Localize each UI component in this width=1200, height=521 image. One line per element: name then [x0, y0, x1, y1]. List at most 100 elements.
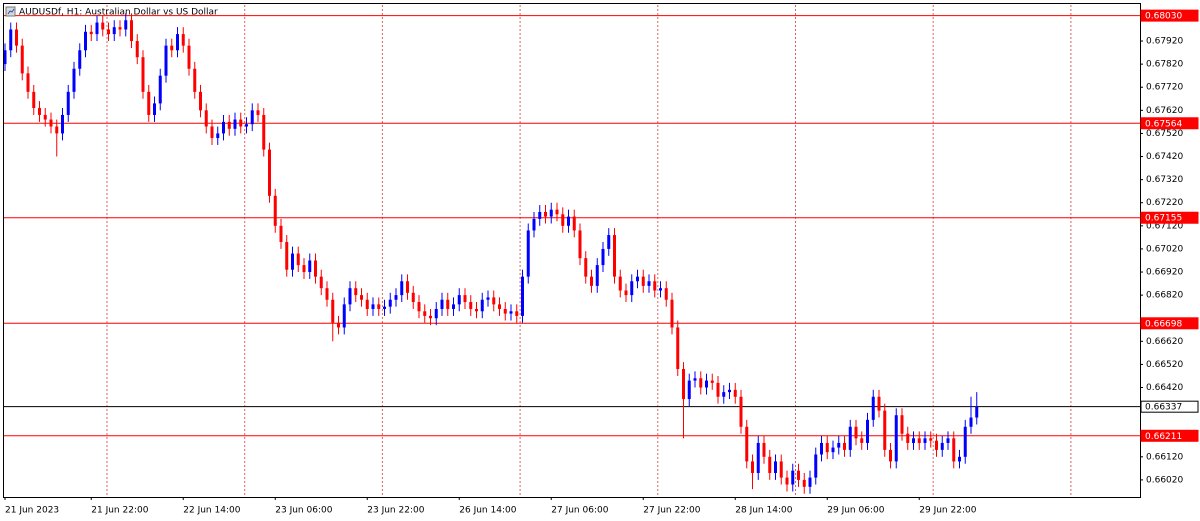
x-tick-label: 21 Jun 2023: [5, 506, 59, 516]
candle-body: [141, 57, 145, 92]
level-layer: [4, 15, 1140, 437]
candle-body: [440, 299, 444, 309]
candle-body: [475, 308, 478, 312]
candle-body: [515, 311, 519, 316]
x-tick-label: 26 Jun 14:00: [459, 506, 516, 516]
candle-body: [808, 477, 812, 487]
candle-body: [802, 479, 806, 487]
candle-body: [210, 126, 214, 139]
candle-body: [268, 149, 271, 196]
current-price-line-label-box: [1140, 400, 1199, 413]
candle-body: [716, 382, 720, 397]
candle-body: [664, 288, 668, 300]
candle-body: [923, 438, 927, 443]
candle-body: [245, 124, 248, 127]
candle-body: [95, 22, 99, 35]
candle-body: [124, 20, 128, 30]
candle-body: [147, 91, 151, 115]
candle-body: [917, 438, 921, 443]
candle-body: [222, 121, 225, 134]
candle-body: [756, 442, 760, 473]
candle-body: [492, 297, 496, 305]
candle-body: [55, 126, 59, 134]
current-price-line-label: 0.66337: [1145, 403, 1182, 413]
candle-body: [193, 68, 197, 92]
candle-body: [871, 396, 875, 420]
candle-body: [118, 27, 122, 30]
candle-body: [262, 114, 266, 150]
candle-body: [676, 327, 680, 370]
candle-body: [854, 426, 858, 439]
candle-body: [78, 50, 82, 69]
candle-body: [394, 295, 398, 300]
candle-body: [187, 45, 191, 69]
candle-body: [883, 410, 887, 450]
candle-body: [383, 306, 386, 309]
y-tick-label: 0.66620: [1146, 337, 1183, 347]
candle-body: [296, 253, 300, 266]
candle-body: [900, 415, 904, 434]
level-line-label: 0.68030: [1145, 12, 1182, 22]
candle-body: [61, 114, 64, 134]
candle-body: [935, 440, 938, 450]
candle-body: [572, 216, 576, 231]
level-line-label: 0.67564: [1145, 119, 1182, 129]
candle-body: [227, 121, 231, 129]
candle-body: [963, 426, 967, 457]
candle-body: [877, 396, 881, 411]
candle-body: [388, 299, 392, 307]
candle-body: [170, 45, 174, 51]
candle-body: [32, 91, 36, 109]
candle-body: [538, 211, 542, 219]
candle-body: [728, 389, 731, 393]
candle-body: [452, 304, 455, 309]
level-line-label: 0.66211: [1145, 432, 1182, 442]
candle-body: [613, 235, 616, 277]
candle-body: [423, 311, 427, 316]
candle-body: [889, 449, 892, 462]
candle-body: [434, 308, 438, 319]
y-tick-label: 0.66020: [1146, 475, 1183, 485]
x-tick-label: 29 Jun 06:00: [827, 506, 884, 516]
candle-body: [417, 302, 421, 312]
candle-body: [532, 218, 536, 231]
candle-body: [9, 29, 13, 51]
candle-body: [446, 299, 450, 309]
candle-body: [797, 470, 800, 480]
candle-body: [233, 119, 237, 129]
y-tick-label: 0.66120: [1146, 452, 1183, 462]
candle-body: [256, 110, 260, 115]
candle-body: [791, 470, 795, 485]
candle-body: [319, 276, 323, 289]
candle-body: [279, 225, 283, 242]
candle-body: [555, 209, 559, 215]
y-tick-label: 0.67820: [1146, 60, 1183, 70]
candle-body: [101, 22, 105, 30]
candle-layer: [3, 13, 979, 494]
x-tick-label: 27 Jun 22:00: [643, 506, 700, 516]
candle-body: [521, 276, 524, 316]
candle-body: [38, 108, 41, 115]
candle-body: [687, 380, 691, 400]
candle-body: [15, 29, 18, 46]
candle-body: [302, 265, 306, 273]
candle-body: [135, 41, 139, 58]
candle-body: [112, 27, 116, 35]
y-tick-label: 0.67020: [1146, 244, 1183, 254]
candle-body: [768, 456, 772, 473]
candle-body: [929, 438, 933, 441]
candle-body: [3, 50, 7, 65]
candle-body: [601, 248, 605, 266]
candle-body: [216, 133, 220, 139]
y-tick-label: 0.66920: [1146, 268, 1183, 278]
x-tick-label: 22 Jun 14:00: [183, 506, 240, 516]
candle-body: [49, 119, 53, 127]
y-tick-label: 0.66520: [1146, 360, 1183, 370]
candle-body: [590, 276, 593, 286]
y-tick-label: 0.67420: [1146, 152, 1183, 162]
candle-body: [912, 438, 915, 443]
candle-body: [486, 297, 490, 300]
x-tick-label: 29 Jun 22:00: [919, 506, 976, 516]
candle-body: [785, 477, 789, 485]
